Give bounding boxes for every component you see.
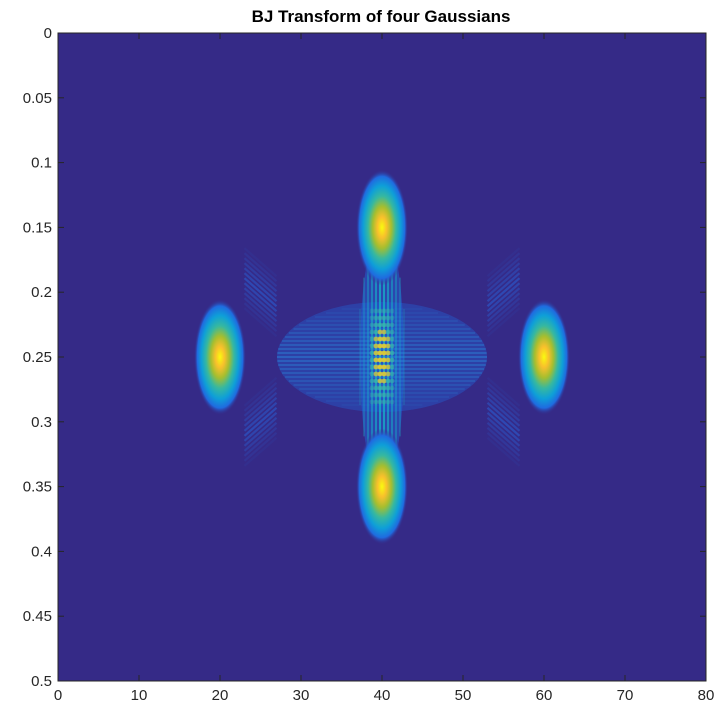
gaussian-peak [194,299,246,415]
x-axis: 0 10 20 30 40 50 60 70 80 [54,33,715,704]
x-tick-label: 20 [212,687,229,704]
y-tick-label: 0.25 [23,349,52,366]
y-tick-label: 0.1 [31,155,52,172]
x-tick-label: 10 [131,687,148,704]
x-tick-label: 50 [455,687,472,704]
y-tick-label: 0.2 [31,284,52,301]
x-tick-label: 0 [54,687,62,704]
fringe-patch [486,247,521,338]
gaussian-peak [356,169,408,286]
y-tick-label: 0.3 [31,414,52,431]
y-tick-label: 0.15 [23,219,52,236]
chart-title: BJ Transform of four Gaussians [252,7,511,26]
y-axis: 0 0.05 0.1 0.15 0.2 0.25 0.3 0.35 0.4 0.45 0.5 [23,25,706,690]
cross-term-layer [277,227,487,487]
fringe-patch [243,247,278,338]
fringe-patch [243,376,278,467]
y-tick-label: 0.35 [23,479,52,496]
gaussian-peak [356,428,408,545]
x-tick-label: 80 [698,687,715,704]
cross-term-center [277,227,487,487]
gaussian-peak [518,299,570,415]
fringe-patch [486,376,521,467]
y-tick-label: 0.05 [23,90,52,107]
y-tick-label: 0 [44,25,52,42]
x-tick-label: 30 [293,687,310,704]
x-tick-label: 40 [374,687,391,704]
y-tick-label: 0.45 [23,608,52,625]
y-tick-label: 0.4 [31,543,52,560]
fringe-layer [243,247,521,467]
y-tick-label: 0.5 [31,673,52,690]
x-tick-label: 60 [536,687,553,704]
x-tick-label: 70 [617,687,634,704]
peak-layer [194,169,570,545]
